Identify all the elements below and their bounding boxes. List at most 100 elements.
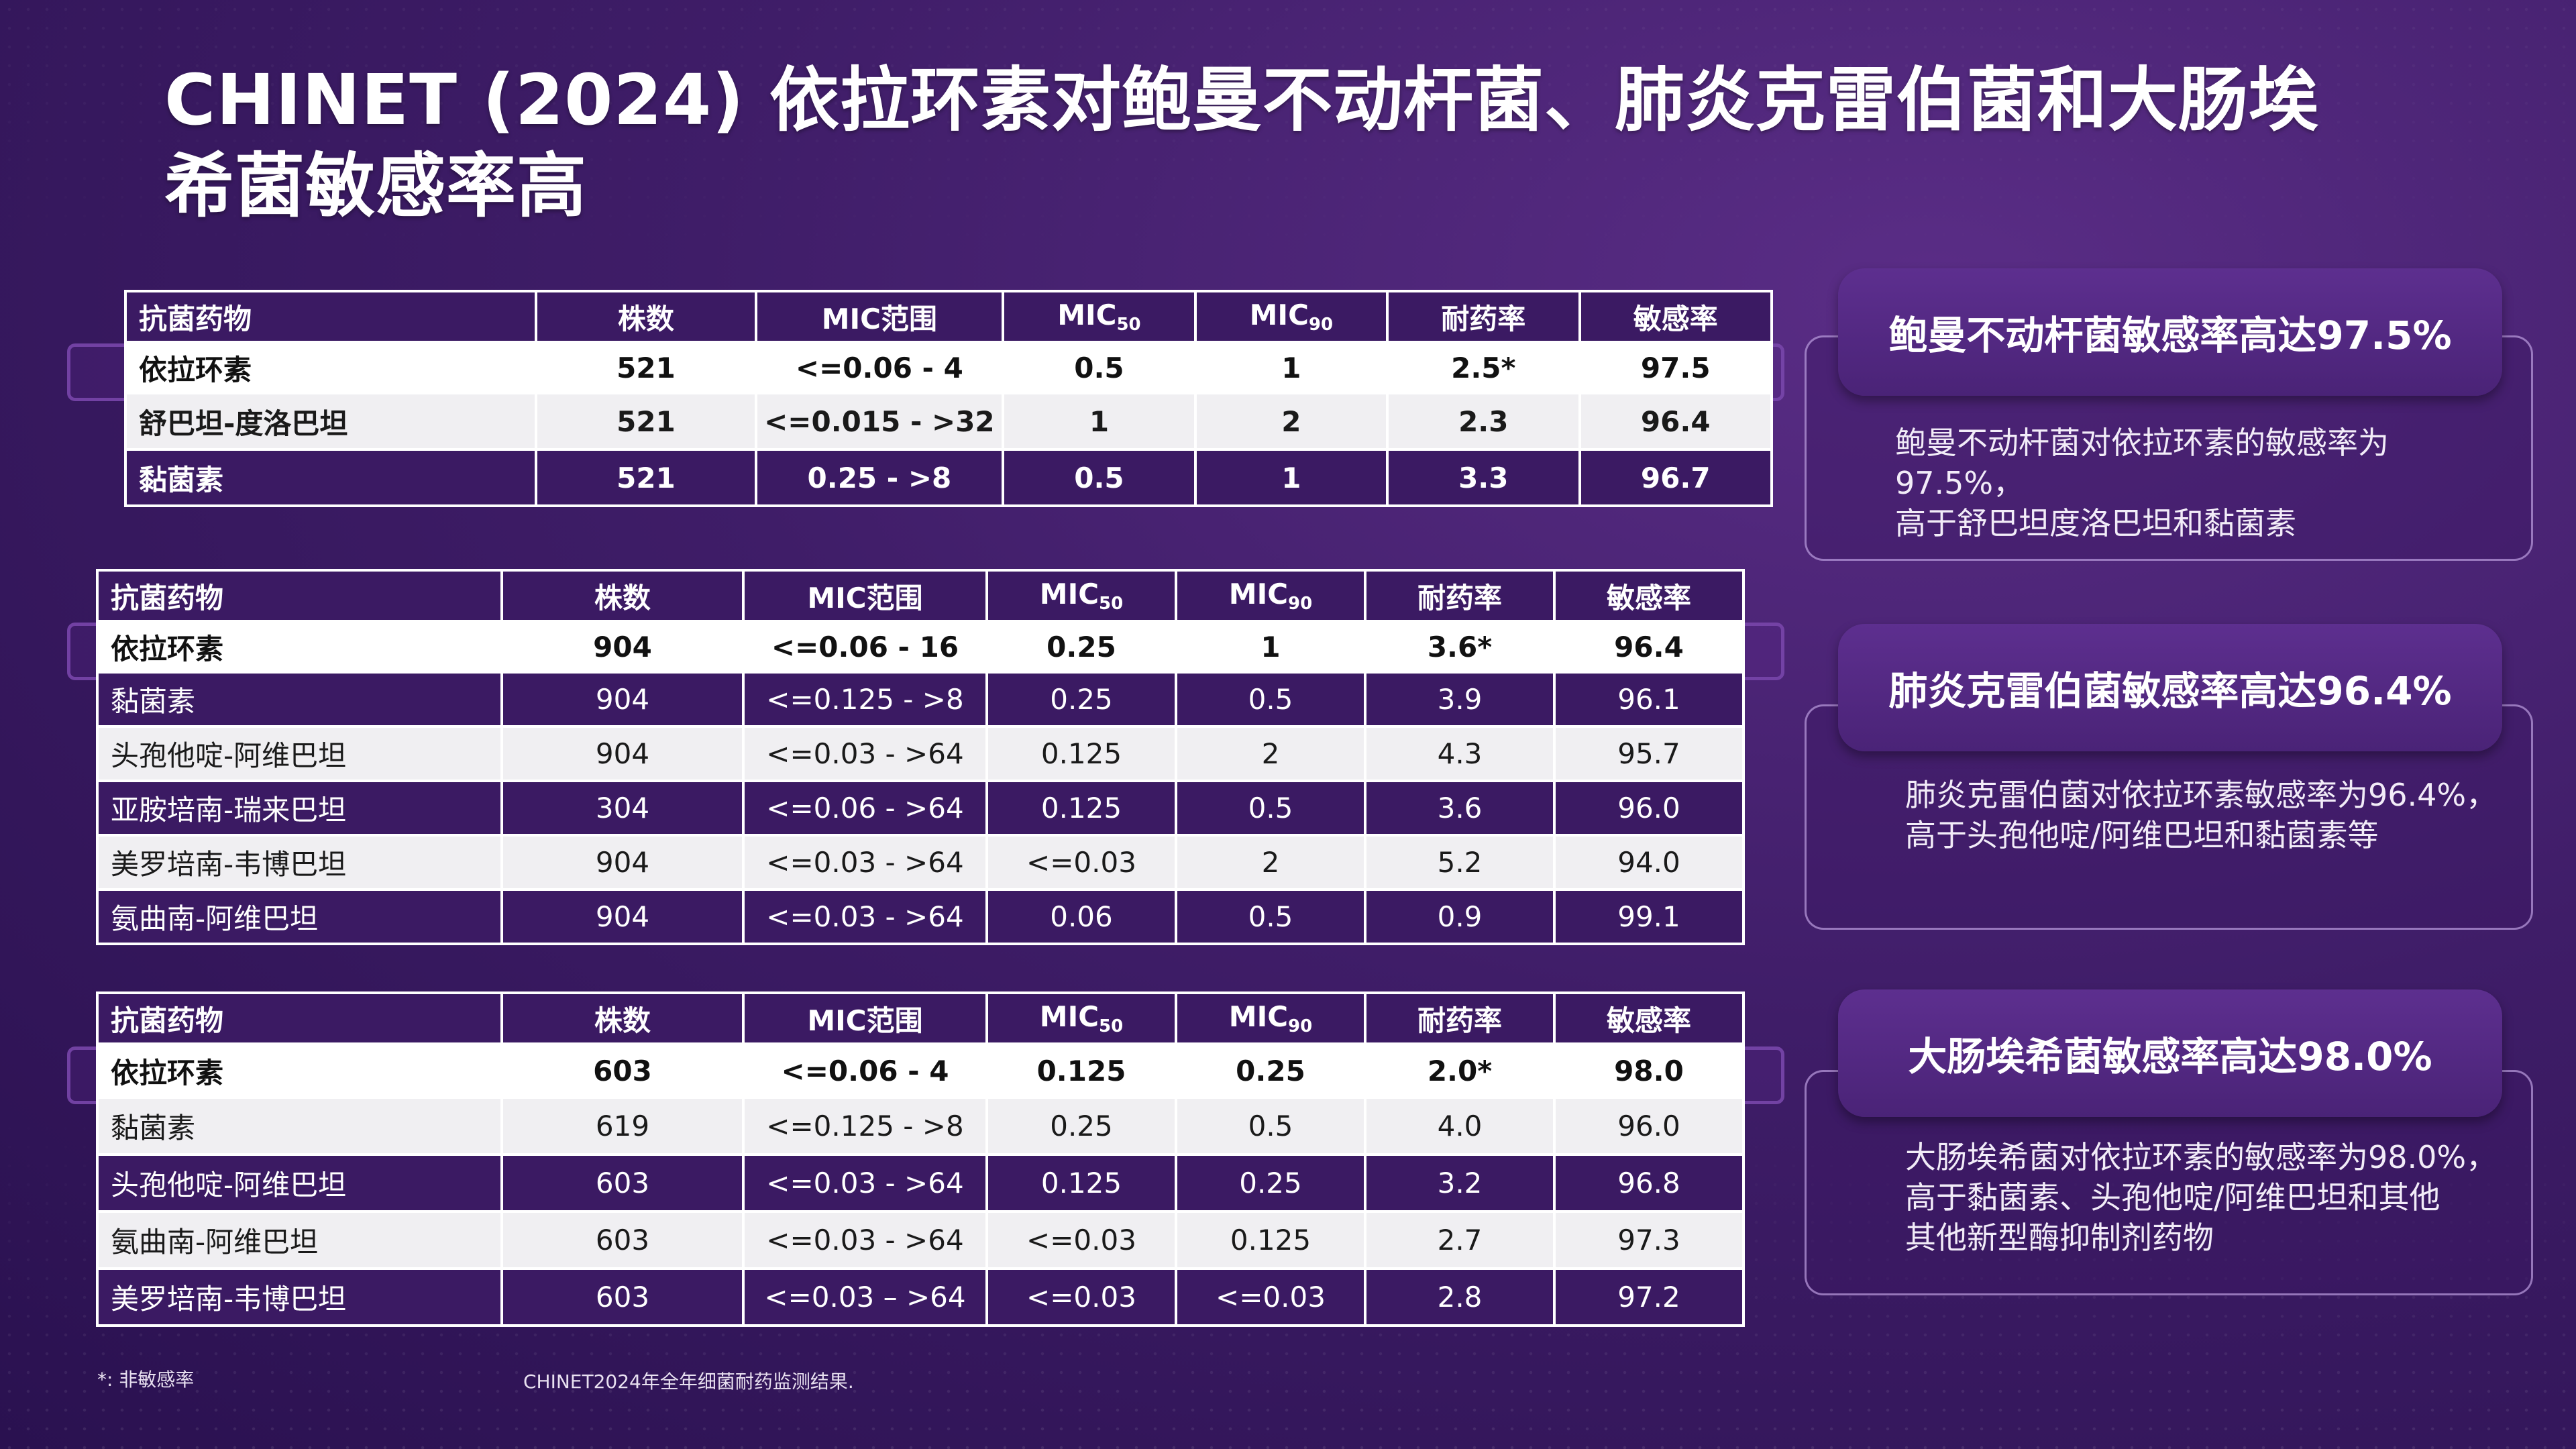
cell-drug: 黏菌素 <box>96 1096 503 1156</box>
cell-mic-range: <=0.06 - 16 <box>742 620 988 674</box>
header-mic-range: MIC范围 <box>742 569 988 623</box>
cell-count: 603 <box>500 1042 745 1099</box>
cell-mic50: 0.125 <box>985 780 1177 837</box>
cell-susceptibility: 96.7 <box>1578 448 1773 507</box>
table-row: 黏菌素 619 <=0.125 - >8 0.25 0.5 4.0 96.0 <box>96 1096 1745 1156</box>
card-heading: 大肠埃希菌敏感率高达98.0% <box>1838 989 2502 1117</box>
cell-susceptibility: 96.4 <box>1578 392 1773 451</box>
cell-mic-range: <=0.06 - >64 <box>742 780 988 837</box>
header-mic50: MIC50 <box>1002 290 1197 343</box>
cell-mic-range: <=0.03 - >64 <box>742 834 988 891</box>
cell-mic-range: 0.25 - >8 <box>754 448 1005 507</box>
footnote-nonsusceptible: *: 非敏感率 <box>97 1368 195 1391</box>
cell-susceptibility: 97.5 <box>1578 341 1773 394</box>
cell-mic90: 0.25 <box>1175 1042 1366 1099</box>
cell-count: 603 <box>500 1210 745 1270</box>
cell-mic-range: <=0.03 - >64 <box>742 1153 988 1213</box>
cell-resistance: 2.0* <box>1364 1042 1556 1099</box>
cell-drug: 亚胺培南-瑞来巴坦 <box>96 780 503 837</box>
cell-resistance: 0.9 <box>1364 888 1556 945</box>
table-row: 氨曲南-阿维巴坦 904 <=0.03 - >64 0.06 0.5 0.9 9… <box>96 888 1745 945</box>
background-dots-top <box>0 0 2576 282</box>
cell-mic-range: <=0.015 - >32 <box>754 392 1005 451</box>
header-count: 株数 <box>535 290 757 343</box>
cell-drug: 舒巴坦-度洛巴坦 <box>123 392 538 451</box>
header-resistance: 耐药率 <box>1364 569 1556 623</box>
table-row: 黏菌素 521 0.25 - >8 0.5 1 3.3 96.7 <box>123 448 1773 507</box>
cell-mic-range: <=0.03 – >64 <box>742 1267 988 1327</box>
page-title: CHINET (2024) 依拉环素对鲍曼不动杆菌、肺炎克雷伯菌和大肠埃 希菌敏… <box>164 57 2445 229</box>
header-mic50: MIC50 <box>985 991 1177 1045</box>
cell-mic90: 2 <box>1175 725 1366 782</box>
cell-mic50: 0.125 <box>985 1153 1177 1213</box>
header-mic-range: MIC范围 <box>742 991 988 1045</box>
header-drug: 抗菌药物 <box>123 290 538 343</box>
cell-resistance: 2.7 <box>1364 1210 1556 1270</box>
cell-count: 603 <box>500 1153 745 1213</box>
card-text-line: 高于黏菌素、头孢他啶/阿维巴坦和其他 <box>1905 1179 2440 1216</box>
table-klebsiella: 抗菌药物 株数 MIC范围 MIC50 MIC90 耐药率 敏感率 依拉环素 9… <box>96 569 1745 945</box>
header-susceptibility: 敏感率 <box>1553 991 1745 1045</box>
cell-mic50: 1 <box>1002 392 1197 451</box>
table-row: 依拉环素 603 <=0.06 - 4 0.125 0.25 2.0* 98.0 <box>96 1042 1745 1099</box>
cell-resistance: 2.8 <box>1364 1267 1556 1327</box>
table-row: 头孢他啶-阿维巴坦 904 <=0.03 - >64 0.125 2 4.3 9… <box>96 725 1745 782</box>
cell-count: 904 <box>500 888 745 945</box>
cell-resistance: 4.0 <box>1364 1096 1556 1156</box>
card-text-line: 其他新型酶抑制剂药物 <box>1905 1220 2214 1256</box>
cell-mic50: 0.5 <box>1002 341 1197 394</box>
table-row: 依拉环素 521 <=0.06 - 4 0.5 1 2.5* 97.5 <box>123 341 1773 394</box>
table-row: 依拉环素 904 <=0.06 - 16 0.25 1 3.6* 96.4 <box>96 620 1745 674</box>
header-mic90: MIC90 <box>1193 290 1389 343</box>
cell-mic50: 0.5 <box>1002 448 1197 507</box>
header-mic-range: MIC范围 <box>754 290 1005 343</box>
card-heading: 肺炎克雷伯菌敏感率高达96.4% <box>1838 624 2502 751</box>
table-row: 美罗培南-韦博巴坦 603 <=0.03 – >64 <=0.03 <=0.03… <box>96 1267 1745 1327</box>
cell-mic-range: <=0.125 - >8 <box>742 1096 988 1156</box>
cell-mic50: 0.25 <box>985 671 1177 728</box>
cell-mic-range: <=0.03 - >64 <box>742 1210 988 1270</box>
card-text: 肺炎克雷伯菌对依拉环素敏感率为96.4%， 高于头孢他啶/阿维巴坦和黏菌素等 <box>1905 775 2516 855</box>
header-mic50: MIC50 <box>985 569 1177 623</box>
table-header-row: 抗菌药物 株数 MIC范围 MIC50 MIC90 耐药率 敏感率 <box>96 569 1745 623</box>
title-line-2: 希菌敏感率高 <box>164 145 588 227</box>
cell-resistance: 3.6 <box>1364 780 1556 837</box>
header-resistance: 耐药率 <box>1386 290 1581 343</box>
cell-mic50: 0.25 <box>985 1096 1177 1156</box>
card-text-line: 鲍曼不动杆菌对依拉环素的敏感率为97.5%， <box>1895 425 2389 501</box>
cell-count: 304 <box>500 780 745 837</box>
table-row: 亚胺培南-瑞来巴坦 304 <=0.06 - >64 0.125 0.5 3.6… <box>96 780 1745 837</box>
cell-resistance: 2.5* <box>1386 341 1581 394</box>
cell-resistance: 3.9 <box>1364 671 1556 728</box>
cell-resistance: 4.3 <box>1364 725 1556 782</box>
cell-drug: 头孢他啶-阿维巴坦 <box>96 1153 503 1213</box>
cell-mic90: 1 <box>1175 620 1366 674</box>
cell-mic50: <=0.03 <box>985 1267 1177 1327</box>
cell-drug: 美罗培南-韦博巴坦 <box>96 1267 503 1327</box>
cell-count: 521 <box>535 341 757 394</box>
cell-mic90: 0.25 <box>1175 1153 1366 1213</box>
table-header-row: 抗菌药物 株数 MIC范围 MIC50 MIC90 耐药率 敏感率 <box>96 991 1745 1045</box>
card-text: 大肠埃希菌对依拉环素的敏感率为98.0%， 高于黏菌素、头孢他啶/阿维巴坦和其他… <box>1905 1137 2516 1258</box>
cell-count: 904 <box>500 671 745 728</box>
cell-susceptibility: 95.7 <box>1553 725 1745 782</box>
table-ecoli: 抗菌药物 株数 MIC范围 MIC50 MIC90 耐药率 敏感率 依拉环素 6… <box>96 991 1745 1327</box>
cell-resistance: 3.2 <box>1364 1153 1556 1213</box>
card-heading: 鲍曼不动杆菌敏感率高达97.5% <box>1838 268 2502 396</box>
cell-resistance: 3.6* <box>1364 620 1556 674</box>
cell-mic-range: <=0.06 - 4 <box>742 1042 988 1099</box>
cell-mic50: 0.25 <box>985 620 1177 674</box>
cell-susceptibility: 96.4 <box>1553 620 1745 674</box>
cell-count: 904 <box>500 725 745 782</box>
table-acinetobacter: 抗菌药物 株数 MIC范围 MIC50 MIC90 耐药率 敏感率 依拉环素 5… <box>123 290 1773 507</box>
cell-count: 603 <box>500 1267 745 1327</box>
cell-drug: 美罗培南-韦博巴坦 <box>96 834 503 891</box>
header-count: 株数 <box>500 991 745 1045</box>
cell-mic90: 2 <box>1175 834 1366 891</box>
cell-resistance: 3.3 <box>1386 448 1581 507</box>
cell-susceptibility: 97.2 <box>1553 1267 1745 1327</box>
cell-susceptibility: 96.0 <box>1553 1096 1745 1156</box>
table-row: 头孢他啶-阿维巴坦 603 <=0.03 - >64 0.125 0.25 3.… <box>96 1153 1745 1213</box>
cell-mic-range: <=0.125 - >8 <box>742 671 988 728</box>
card-text: 鲍曼不动杆菌对依拉环素的敏感率为97.5%， 高于舒巴坦度洛巴坦和黏菌素 <box>1895 423 2512 543</box>
